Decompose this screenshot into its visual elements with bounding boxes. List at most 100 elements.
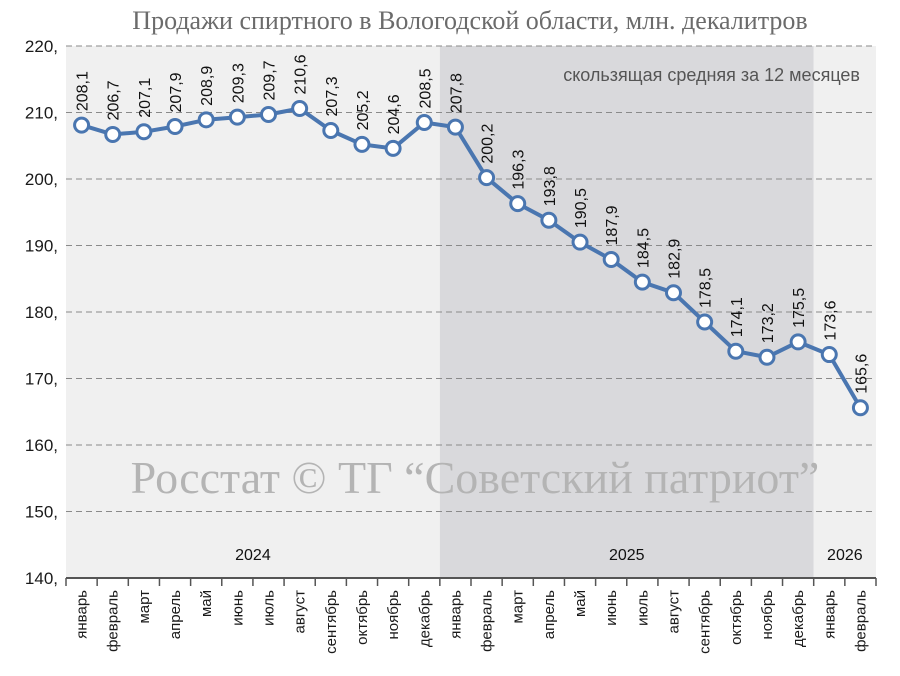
data-point bbox=[260, 105, 277, 123]
data-label: 208,5 bbox=[417, 68, 434, 108]
year-band bbox=[813, 46, 876, 578]
x-category-label: май bbox=[198, 590, 215, 617]
data-label: 207,3 bbox=[324, 76, 341, 116]
data-point bbox=[322, 121, 340, 139]
y-tick-label: 170, bbox=[25, 370, 58, 389]
watermark: Росстат © ТГ “Советский патриот” bbox=[131, 452, 820, 503]
data-label: 193,8 bbox=[542, 166, 559, 206]
x-category-label: март bbox=[510, 590, 527, 624]
data-point bbox=[696, 313, 714, 331]
data-label: 208,1 bbox=[75, 71, 92, 111]
data-point bbox=[602, 250, 620, 268]
year-label: 2024 bbox=[235, 547, 271, 564]
data-label: 175,5 bbox=[791, 288, 808, 328]
x-category-label: февраль bbox=[852, 590, 869, 652]
data-point bbox=[353, 135, 371, 153]
data-point bbox=[540, 211, 558, 229]
year-labels: 2024 2025 2026 bbox=[235, 547, 863, 564]
data-label: 187,9 bbox=[604, 205, 621, 245]
data-label: 204,6 bbox=[386, 94, 403, 134]
x-category-label: январь bbox=[447, 590, 464, 639]
data-point bbox=[104, 125, 122, 143]
y-axis-ticks: 140, 150, 160, 170, 180, 190, 200, 210, 220, bbox=[25, 37, 58, 588]
x-category-label: декабрь bbox=[416, 590, 433, 647]
x-category-label: апрель bbox=[167, 590, 184, 639]
data-point bbox=[291, 100, 309, 118]
x-category-label: июль bbox=[261, 590, 278, 626]
x-category-label: октябрь bbox=[354, 590, 371, 645]
data-label: 184,5 bbox=[635, 228, 652, 268]
data-point bbox=[820, 346, 838, 364]
data-label: 207,1 bbox=[137, 78, 154, 118]
data-point bbox=[727, 342, 745, 360]
x-category-label: март bbox=[136, 590, 153, 624]
y-tick-label: 200, bbox=[25, 170, 58, 189]
data-label: 190,5 bbox=[573, 188, 590, 228]
chart-title: Продажи спиртного в Вологодской области,… bbox=[132, 6, 807, 35]
data-label: 200,2 bbox=[480, 124, 497, 164]
data-point bbox=[228, 108, 246, 126]
x-category-label: декабрь bbox=[790, 590, 807, 647]
y-tick-label: 150, bbox=[25, 503, 58, 522]
x-category-label: май bbox=[572, 590, 589, 617]
year-label: 2026 bbox=[827, 547, 863, 564]
chart-annotation: скользящая средняя за 12 месяцев bbox=[563, 65, 860, 85]
y-tick-label: 190, bbox=[25, 237, 58, 256]
y-tick-label: 180, bbox=[25, 303, 58, 322]
data-label: 208,9 bbox=[199, 66, 216, 106]
data-point bbox=[384, 139, 402, 157]
x-category-label: февраль bbox=[105, 590, 122, 652]
data-label: 207,9 bbox=[168, 72, 185, 112]
x-category-label: август bbox=[292, 590, 309, 634]
y-tick-label: 160, bbox=[25, 436, 58, 455]
data-point bbox=[446, 118, 464, 136]
x-category-label: январь bbox=[74, 590, 91, 639]
data-label: 173,2 bbox=[760, 303, 777, 343]
y-tick-label: 220, bbox=[25, 37, 58, 56]
x-axis: январь февраль март апрель май июнь июль август… bbox=[65, 577, 877, 654]
x-category-label: сентябрь bbox=[323, 590, 340, 654]
x-category-label: июль bbox=[634, 590, 651, 626]
data-point bbox=[633, 273, 651, 291]
data-point bbox=[851, 399, 869, 417]
data-label: 165,6 bbox=[853, 354, 870, 394]
year-label: 2025 bbox=[609, 547, 645, 564]
data-labels: 208,1 206,7 207,1 207,9 208,9 209,3 209,7 210,6… bbox=[75, 54, 871, 393]
data-point bbox=[509, 195, 527, 213]
x-category-label: январь bbox=[821, 590, 838, 639]
data-point bbox=[135, 123, 153, 141]
x-category-label: июнь bbox=[229, 590, 246, 626]
data-point bbox=[73, 116, 91, 134]
x-category-label: сентябрь bbox=[697, 590, 714, 654]
data-label: 178,5 bbox=[698, 268, 715, 308]
data-label: 182,9 bbox=[667, 239, 684, 279]
data-points bbox=[73, 100, 869, 417]
x-category-label: февраль bbox=[479, 590, 496, 652]
data-point bbox=[758, 348, 776, 366]
data-label: 210,6 bbox=[293, 54, 310, 94]
data-point bbox=[789, 333, 807, 351]
gridlines bbox=[66, 45, 876, 512]
y-tick-label: 140, bbox=[25, 569, 58, 588]
data-point bbox=[415, 113, 433, 131]
data-point bbox=[166, 117, 184, 135]
data-label: 205,2 bbox=[355, 90, 372, 130]
data-label: 206,7 bbox=[106, 80, 123, 120]
data-label: 196,3 bbox=[511, 149, 528, 189]
x-category-label: апрель bbox=[541, 590, 558, 639]
data-label: 209,7 bbox=[262, 60, 279, 100]
data-label: 174,1 bbox=[729, 297, 746, 337]
data-label: 173,6 bbox=[822, 300, 839, 340]
x-category-label: октябрь bbox=[728, 590, 745, 645]
y-tick-label: 210, bbox=[25, 104, 58, 123]
data-point bbox=[478, 169, 496, 187]
data-point bbox=[197, 111, 215, 129]
x-category-label: ноябрь bbox=[385, 590, 402, 640]
x-category-label: ноябрь bbox=[759, 590, 776, 640]
data-label: 209,3 bbox=[230, 63, 247, 103]
data-point bbox=[571, 233, 589, 251]
data-label: 207,8 bbox=[448, 73, 465, 113]
x-category-label: июнь bbox=[603, 590, 620, 626]
x-category-label: август bbox=[666, 590, 683, 634]
